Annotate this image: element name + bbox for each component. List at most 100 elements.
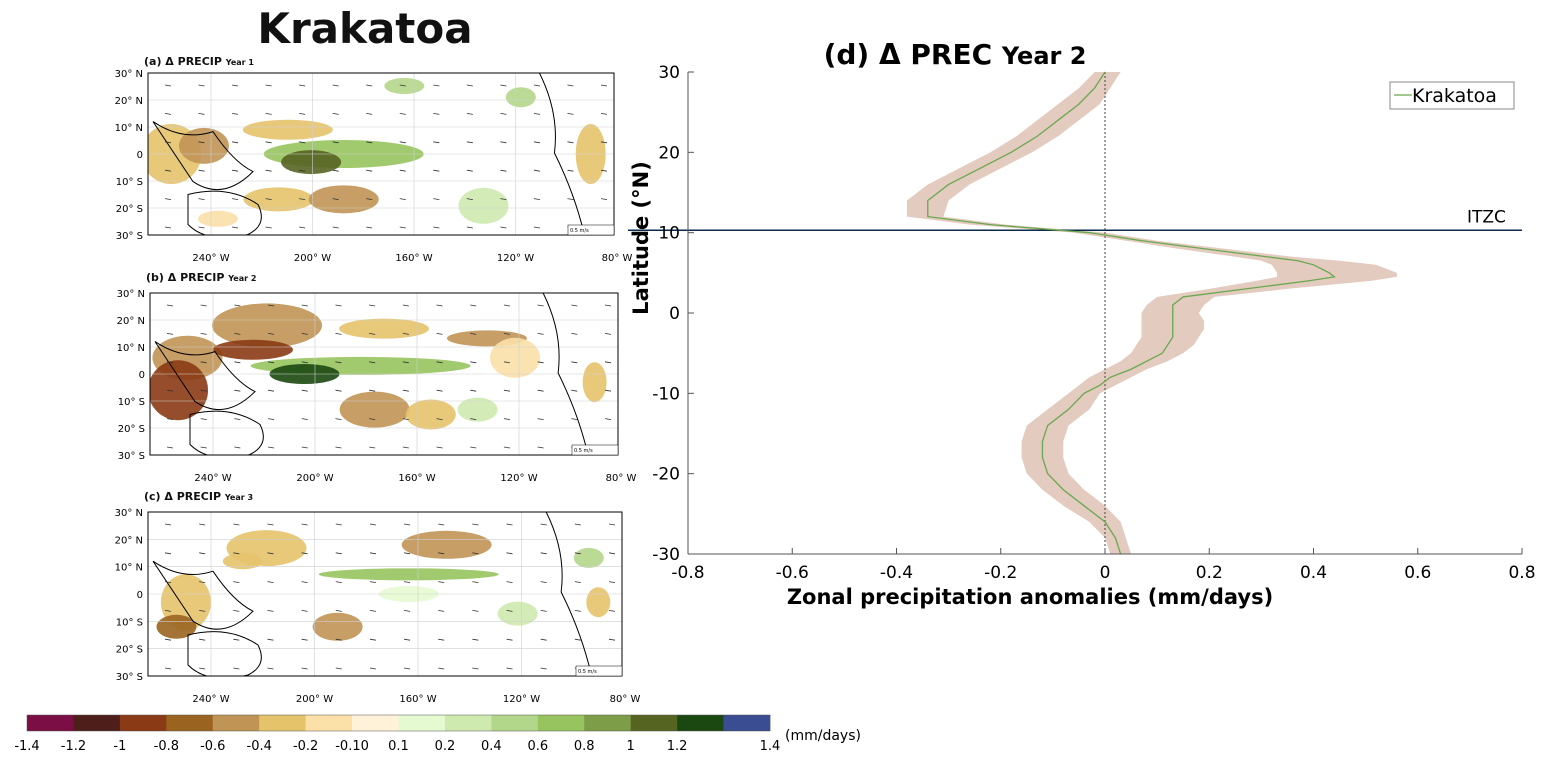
colorbar-tick-label: 0.2 bbox=[435, 739, 456, 754]
wind-arrow bbox=[608, 523, 616, 526]
wind-arrow bbox=[503, 418, 510, 420]
wind-arrow bbox=[506, 667, 513, 670]
wind-arrow bbox=[399, 226, 406, 229]
map-title-text: (b) Δ PRECIP bbox=[146, 271, 229, 284]
wind-arrow bbox=[433, 169, 440, 172]
wind-arrow bbox=[199, 523, 206, 526]
wind-arrow bbox=[234, 389, 241, 392]
map-lon-label: 200° W bbox=[296, 473, 333, 484]
colorbar-tick-label: -0.4 bbox=[247, 739, 272, 754]
wind-arrow bbox=[466, 169, 473, 172]
wind-arrow bbox=[335, 446, 342, 449]
colorbar-swatch bbox=[491, 715, 539, 731]
anomaly-region bbox=[222, 553, 263, 570]
wind-arrow bbox=[267, 667, 274, 670]
wind-arrow bbox=[600, 141, 608, 144]
wind-arrow bbox=[233, 552, 240, 555]
wind-arrow bbox=[166, 361, 174, 364]
wind-arrow bbox=[164, 198, 172, 200]
wind-arrow bbox=[540, 552, 547, 555]
wind-arrow bbox=[234, 304, 241, 307]
wind-arrow bbox=[506, 610, 513, 612]
wind-arrow bbox=[199, 552, 206, 555]
wind-arrow bbox=[299, 198, 306, 200]
map-title-text: (c) Δ PRECIP bbox=[144, 490, 225, 503]
wind-arrow bbox=[533, 84, 540, 87]
y-tick-label: 20 bbox=[658, 143, 680, 163]
map-frame bbox=[147, 511, 623, 677]
map-lat-label: 20° S bbox=[118, 424, 145, 435]
colorbar-tick-label: 0.1 bbox=[388, 739, 409, 754]
anomaly-region bbox=[318, 568, 499, 581]
anomaly-region bbox=[458, 187, 509, 224]
anomaly-region bbox=[573, 547, 604, 568]
wind-arrow bbox=[466, 141, 473, 144]
wind-arrow bbox=[200, 333, 207, 335]
wind-arrow bbox=[399, 198, 406, 200]
anomaly-region bbox=[582, 362, 607, 403]
wind-arrow bbox=[233, 667, 240, 670]
wind-arrow bbox=[332, 113, 339, 115]
wind-arrow bbox=[404, 581, 411, 583]
wind-arrow bbox=[604, 389, 612, 392]
scale-box bbox=[575, 665, 623, 677]
wind-arrow bbox=[164, 581, 172, 583]
y-tick-label: 10 bbox=[658, 224, 680, 244]
wind-arrow bbox=[404, 523, 411, 526]
coastline bbox=[152, 121, 254, 191]
wind-arrow bbox=[366, 141, 373, 144]
map-lon-label: 120° W bbox=[500, 473, 537, 484]
y-tick-label: 30 bbox=[658, 63, 680, 83]
wind-arrow bbox=[608, 638, 616, 641]
wind-arrow bbox=[436, 361, 443, 364]
wind-arrow bbox=[500, 198, 507, 200]
anomaly-region bbox=[212, 339, 293, 360]
wind-arrow bbox=[232, 84, 239, 87]
wind-arrow bbox=[399, 113, 406, 115]
x-tick-label: 0 bbox=[1100, 563, 1111, 583]
colorbar-tick-label: 0.8 bbox=[574, 739, 595, 754]
map-lat-label: 10° S bbox=[118, 397, 145, 408]
wind-arrow bbox=[571, 333, 578, 335]
wind-arrow bbox=[369, 638, 376, 641]
anomaly-region bbox=[156, 614, 197, 639]
wind-arrow bbox=[366, 169, 373, 172]
wind-arrow bbox=[301, 610, 308, 612]
wind-arrow bbox=[506, 523, 513, 526]
map-lon-label: 240° W bbox=[192, 253, 229, 264]
wind-arrow bbox=[540, 523, 547, 526]
wind-arrow bbox=[433, 226, 440, 229]
map-lon-label: 200° W bbox=[294, 253, 331, 264]
y-tick-label: -10 bbox=[652, 384, 680, 404]
wind-arrow bbox=[399, 169, 406, 172]
wind-arrow bbox=[233, 523, 240, 526]
anomaly-region bbox=[242, 119, 333, 140]
wind-arrow bbox=[533, 113, 540, 115]
anomaly-region bbox=[490, 337, 541, 378]
wind-arrow bbox=[604, 361, 612, 364]
colorbar-tick-label: -1.2 bbox=[61, 739, 86, 754]
coastline bbox=[538, 73, 585, 235]
colorbar-tick-label: 0.4 bbox=[481, 739, 502, 754]
wind-arrow bbox=[402, 361, 409, 364]
wind-arrow bbox=[433, 198, 440, 200]
wind-arrow bbox=[503, 389, 510, 392]
wind-arrow bbox=[506, 638, 513, 641]
wind-arrow bbox=[608, 552, 616, 555]
colorbar-tick-label: 1.2 bbox=[667, 739, 688, 754]
wind-arrow bbox=[567, 198, 574, 200]
wind-arrow bbox=[470, 333, 477, 335]
anomaly-region bbox=[497, 601, 538, 626]
wind-arrow bbox=[335, 581, 342, 583]
wind-arrow bbox=[232, 198, 239, 200]
y-tick-label: -30 bbox=[652, 545, 680, 565]
x-tick-label: -0.6 bbox=[776, 563, 809, 583]
wind-arrow bbox=[369, 418, 376, 420]
coastline bbox=[187, 190, 262, 235]
wind-arrow bbox=[438, 667, 445, 670]
map-title-year: Year 1 bbox=[225, 58, 254, 67]
coastline bbox=[542, 293, 589, 455]
wind-arrow bbox=[500, 169, 507, 172]
colorbar-swatch bbox=[677, 715, 724, 731]
line-chart-panel: (d) Δ PREC Year 2 ITZC -0.8 -0.6 -0.4 -0.2 0 0.… bbox=[628, 38, 1536, 609]
